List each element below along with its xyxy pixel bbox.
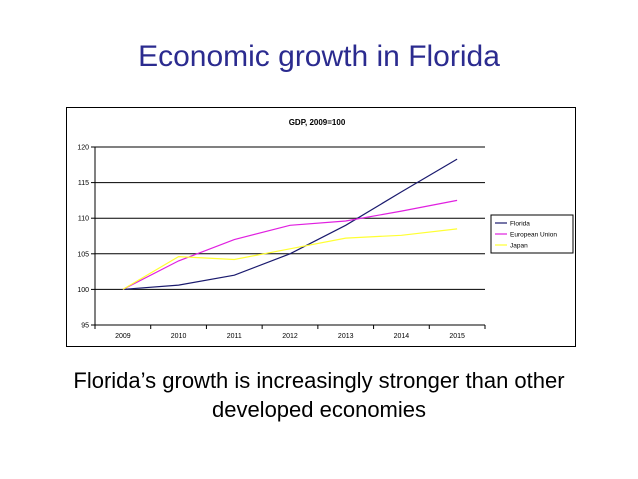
gdp-line-chart: GDP, 2009=100 95 100 105 110 115 120 2009 2010 20… — [77, 118, 574, 340]
series-line-european-union — [122, 199, 458, 290]
legend-label: Florida — [510, 221, 530, 228]
slide-caption: Florida’s growth is increasingly stronge… — [0, 366, 638, 424]
x-tick-label: 2011 — [227, 333, 242, 340]
series-line-japan — [122, 228, 458, 290]
y-tick-label: 110 — [78, 216, 89, 223]
x-tick-label: 2015 — [449, 333, 465, 340]
slide-title: Economic growth in Florida — [138, 40, 500, 73]
y-tick-label: 115 — [78, 180, 89, 187]
y-tick-label: 105 — [77, 251, 89, 258]
legend-label: Japan — [510, 243, 528, 250]
y-tick-label: 120 — [77, 145, 89, 152]
caption-line-1: Florida’s growth is increasingly stronge… — [73, 368, 565, 393]
x-tick-label: 2013 — [338, 333, 354, 340]
x-tick-label: 2010 — [171, 333, 187, 340]
y-tick-label: 100 — [77, 287, 89, 294]
legend-label: European Union — [510, 232, 557, 239]
chart-title: GDP, 2009=100 — [289, 118, 346, 127]
caption-line-2: developed economies — [211, 397, 427, 422]
y-tick-label: 95 — [81, 323, 89, 330]
x-tick-label: 2014 — [394, 333, 410, 340]
series-line-florida — [122, 158, 458, 290]
chart-frame: GDP, 2009=100 95 100 105 110 115 120 2009 2010 20… — [66, 107, 576, 347]
x-tick-label: 2009 — [115, 333, 131, 340]
x-tick-label: 2012 — [282, 333, 298, 340]
